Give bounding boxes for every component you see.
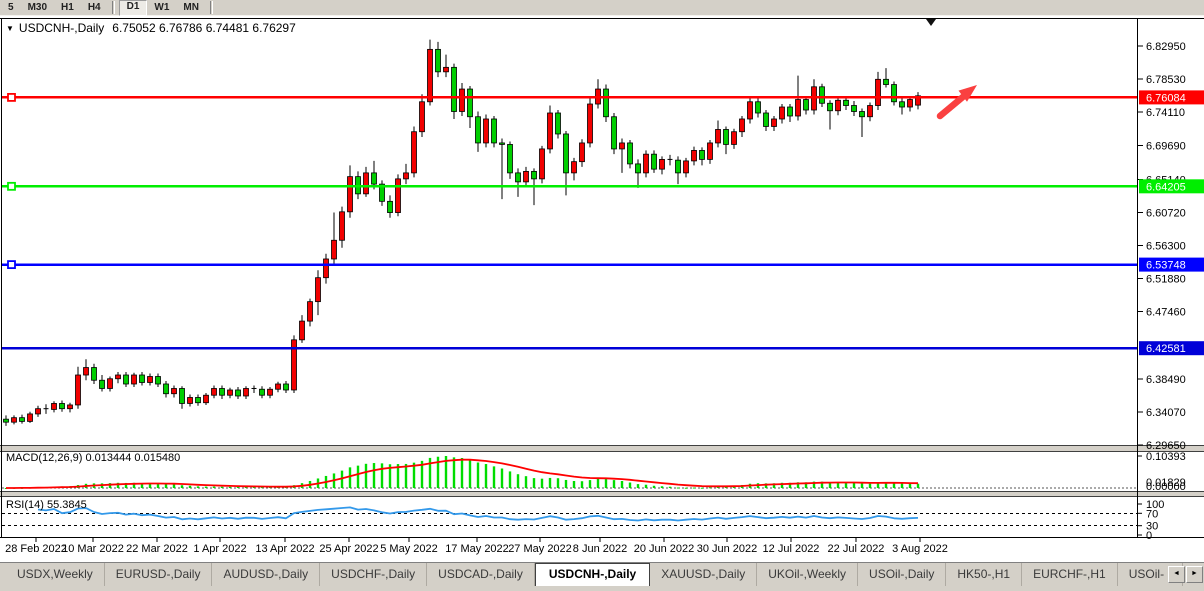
date-axis-label: 27 May 2022 [508,543,572,555]
tab-usoil-daily[interactable]: USOil-,Daily [858,563,947,586]
candles-layer [3,39,921,426]
date-axis-label: 5 May 2022 [380,543,437,555]
timeframe-toolbar: 5 M30 H1 H4 D1 W1 MN [0,0,1204,16]
tab-usdx-weekly[interactable]: USDX,Weekly [6,563,105,586]
hline-price-label: 6.76084 [1146,92,1186,104]
rsi-axis-label: 100 [1146,499,1164,511]
hline-price-box [1139,179,1204,194]
tab-hk50-h1[interactable]: HK50-,H1 [946,563,1023,586]
price-axis-label: 6.34070 [1146,407,1186,419]
date-axis-label: 10 Mar 2022 [62,543,124,555]
chart-tab-bar: USDX,Weekly EURUSD-,Daily AUDUSD-,Daily USD… [0,562,1204,586]
tab-eurusd-daily[interactable]: EURUSD-,Daily [105,563,213,586]
price-axis-label: 6.29650 [1146,440,1186,452]
price-axis-label: 6.47460 [1146,307,1186,319]
tab-eurchf-h1[interactable]: EURCHF-,H1 [1022,563,1118,586]
date-axis-label: 30 Jun 2022 [697,543,758,555]
timeframe-button-w1[interactable]: W1 [154,1,170,13]
date-axis-label: 13 Apr 2022 [255,543,314,555]
macd-indicator-label: MACD(12,26,9) 0.013444 0.015480 [6,452,181,464]
hlines-layer: 6.76084 6.64205 6.53748 6.42581 [2,90,1204,356]
panel-separator[interactable] [0,491,1204,497]
rsi-axis-label: 30 [1146,521,1158,533]
date-axis-label: 22 Jul 2022 [828,543,885,555]
price-axis-label: 6.69690 [1146,140,1186,152]
toolbar-separator [111,1,115,14]
toolbar-separator [209,1,213,14]
chart-shift-marker-icon[interactable] [926,19,936,26]
chart-ohlc-values: 6.75052 6.76786 6.74481 6.76297 [112,21,296,35]
hline-handle[interactable] [7,181,16,191]
tab-scroll-left-icon[interactable]: ◄ [1168,566,1185,583]
date-axis-label: 12 Jul 2022 [763,543,820,555]
hline-price-label: 6.53748 [1146,260,1186,272]
macd-axis-label: 0.01829 [1146,477,1186,489]
trend-arrow-annotation[interactable] [936,85,977,120]
hline-price-label: 6.42581 [1146,343,1186,355]
tab-usdcnh-daily[interactable]: USDCNH-,Daily [534,563,651,586]
timeframe-button-h4[interactable]: H4 [87,1,101,13]
price-axis-label: 6.74110 [1146,107,1185,119]
date-axis-label: 3 Aug 2022 [892,543,948,555]
tab-scroll-right-icon[interactable]: ► [1186,566,1203,583]
tab-usdchf-daily[interactable]: USDCHF-,Daily [320,563,428,586]
chart-symbol-period: USDCNH-,Daily [18,21,105,35]
macd-axis-label: 0.10393 [1146,451,1186,463]
date-axis-label: 22 Mar 2022 [126,543,188,555]
hline-price-box [1139,257,1204,272]
timeframe-button-5[interactable]: 5 [8,1,14,13]
macd-axis-label: 0.00000 [1146,481,1186,493]
hline-price-box [1139,341,1204,356]
chart-title: ▼ USDCNH-,Daily 6.75052 6.76786 6.74481 6.… [6,21,296,35]
hline-price-box [1139,90,1204,105]
hline-handle[interactable] [7,92,16,102]
date-axis-label: 17 May 2022 [445,543,509,555]
date-axis-label: 8 Jun 2022 [573,543,627,555]
date-axis-label: 20 Jun 2022 [634,543,695,555]
price-axis-label: 6.56300 [1146,241,1186,253]
price-axis-label: 6.82950 [1146,41,1186,53]
date-axis-label: 25 Apr 2022 [319,543,378,555]
tab-ukoil-weekly[interactable]: UKOil-,Weekly [757,563,859,586]
price-axis-label: 6.51880 [1146,274,1186,286]
timeframe-button-h1[interactable]: H1 [61,1,74,13]
price-axis-label: 6.38490 [1146,374,1186,386]
price-axis-label: 6.60720 [1146,207,1186,219]
tab-audusd-daily[interactable]: AUDUSD-,Daily [212,563,321,586]
date-axis-label: 28 Feb 2022 [5,543,67,555]
timeframe-button-mn[interactable]: MN [183,1,199,13]
price-axis-label: 6.78530 [1146,74,1186,86]
panel-separator[interactable] [0,445,1204,452]
date-axis-label: 1 Apr 2022 [193,543,246,555]
chart-collapse-icon[interactable]: ▼ [6,24,14,33]
tab-xauusd-daily[interactable]: XAUUSD-,Daily [650,563,758,586]
tab-scroll-buttons: ◄ ► [1165,566,1203,583]
rsi-indicator-label: RSI(14) 55.3845 [6,499,87,511]
rsi-axis-label: 70 [1146,508,1158,520]
timeframe-button-d1[interactable]: D1 [118,0,148,16]
hline-price-label: 6.64205 [1146,181,1186,193]
timeframe-button-m30[interactable]: M30 [27,1,48,13]
rsi-axis-label: 0 [1146,530,1152,542]
window-bottom-edge [0,586,1204,591]
tab-usdcad-daily[interactable]: USDCAD-,Daily [427,563,535,586]
hline-handle[interactable] [7,260,16,270]
